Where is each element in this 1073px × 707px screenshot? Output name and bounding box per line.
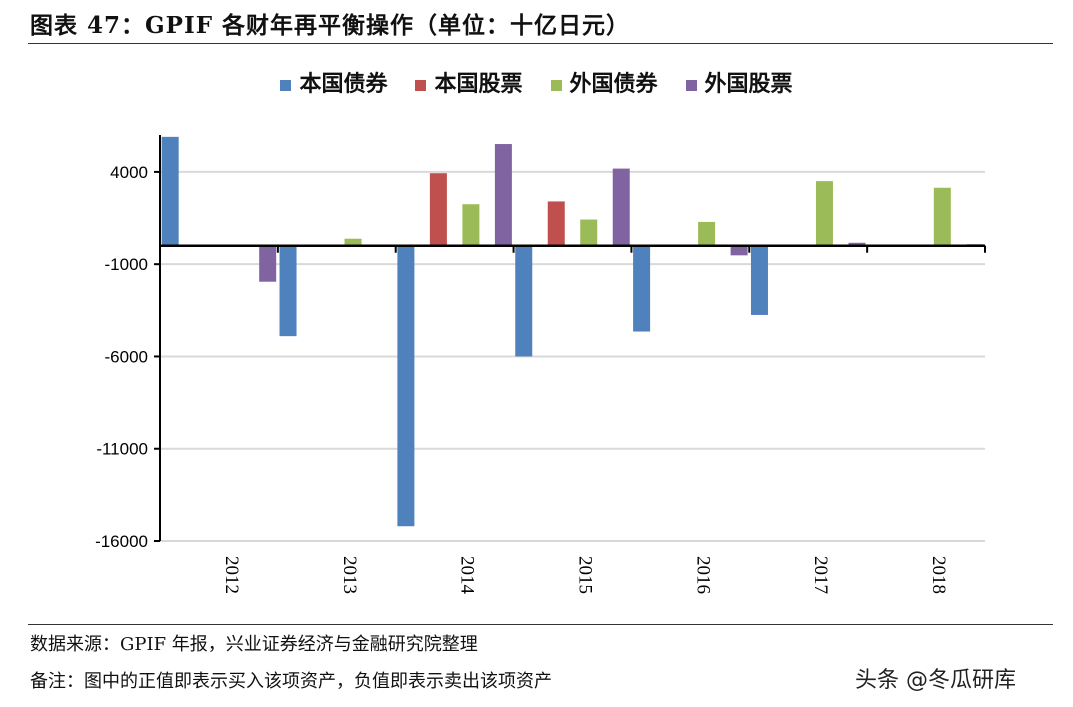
bar-2015-3 bbox=[612, 168, 630, 246]
legend: 本国债券 本国股票 外国债券 外国股票 bbox=[0, 66, 1073, 98]
bar-2016-2 bbox=[698, 221, 716, 246]
bar-2015-1 bbox=[547, 201, 565, 246]
bar-2013-0 bbox=[279, 245, 297, 337]
bar-2015-0 bbox=[515, 245, 533, 357]
y-tick-label: 4000 bbox=[110, 163, 148, 182]
bar-2014-1 bbox=[429, 173, 447, 246]
bar-2014-0 bbox=[397, 245, 415, 527]
x-tick-label: 2014 bbox=[457, 556, 478, 595]
bar-chart: 4000 -1000 -6000 -11000 -16000 2012 2013 2014 20… bbox=[95, 135, 986, 595]
legend-label: 本国债券 bbox=[299, 71, 388, 97]
y-tick-label: -11000 bbox=[96, 440, 148, 459]
x-tick-label: 2012 bbox=[221, 556, 242, 594]
bar-2012-0 bbox=[161, 136, 179, 246]
figure-title: 图表 47：GPIF 各财年再平衡操作（单位：十亿日元） bbox=[30, 12, 631, 39]
bar-2015-2 bbox=[580, 219, 598, 246]
x-tick-label: 2017 bbox=[810, 556, 831, 594]
x-tick-label: 2015 bbox=[575, 556, 596, 594]
legend-item: 本国股票 bbox=[415, 66, 523, 98]
legend-swatch bbox=[280, 79, 292, 91]
legend-swatch bbox=[550, 79, 562, 91]
bar-2017-3 bbox=[848, 242, 866, 246]
bar-2016-3 bbox=[730, 245, 748, 256]
legend-swatch bbox=[685, 79, 697, 91]
bar-2013-2 bbox=[344, 238, 362, 246]
y-tick-label: -16000 bbox=[95, 532, 148, 551]
y-tick-label: -1000 bbox=[105, 255, 148, 274]
x-tick-label: 2013 bbox=[339, 556, 360, 594]
x-tick-label: 2018 bbox=[928, 556, 949, 594]
bar-2012-3 bbox=[259, 245, 277, 282]
legend-label: 外国股票 bbox=[704, 71, 793, 97]
legend-item: 外国股票 bbox=[685, 66, 793, 98]
legend-label: 本国股票 bbox=[434, 71, 523, 97]
bar-2014-2 bbox=[462, 204, 480, 246]
bar-2017-2 bbox=[815, 181, 833, 246]
note-text: 备注：图中的正值即表示买入该项资产，负值即表示卖出该项资产 bbox=[30, 671, 552, 692]
bar-2016-0 bbox=[633, 245, 651, 332]
legend-item: 外国债券 bbox=[550, 66, 658, 98]
legend-label: 外国债券 bbox=[569, 71, 658, 97]
legend-item: 本国债券 bbox=[280, 66, 387, 98]
y-tick-label: -6000 bbox=[105, 347, 148, 366]
title-rule bbox=[28, 43, 1053, 44]
bar-2014-3 bbox=[494, 144, 512, 246]
legend-swatch bbox=[415, 79, 427, 91]
watermark: 头条 @冬瓜研库 bbox=[855, 668, 1016, 693]
x-tick-label: 2016 bbox=[692, 556, 713, 594]
source-text: 数据来源：GPIF 年报，兴业证券经济与金融研究院整理 bbox=[30, 634, 478, 655]
bar-2017-0 bbox=[750, 245, 768, 315]
footer-rule bbox=[28, 624, 1053, 625]
bar-2018-2 bbox=[933, 187, 951, 246]
